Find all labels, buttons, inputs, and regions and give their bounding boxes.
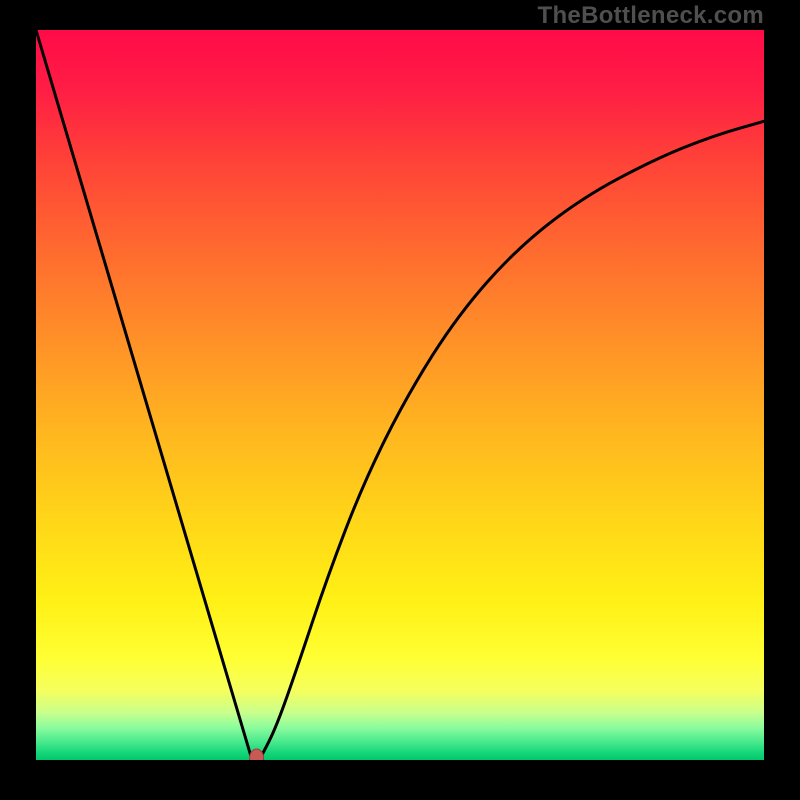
watermark-text: TheBottleneck.com [538, 2, 764, 30]
chart-svg [0, 0, 800, 800]
optimal-point-marker [250, 749, 264, 767]
